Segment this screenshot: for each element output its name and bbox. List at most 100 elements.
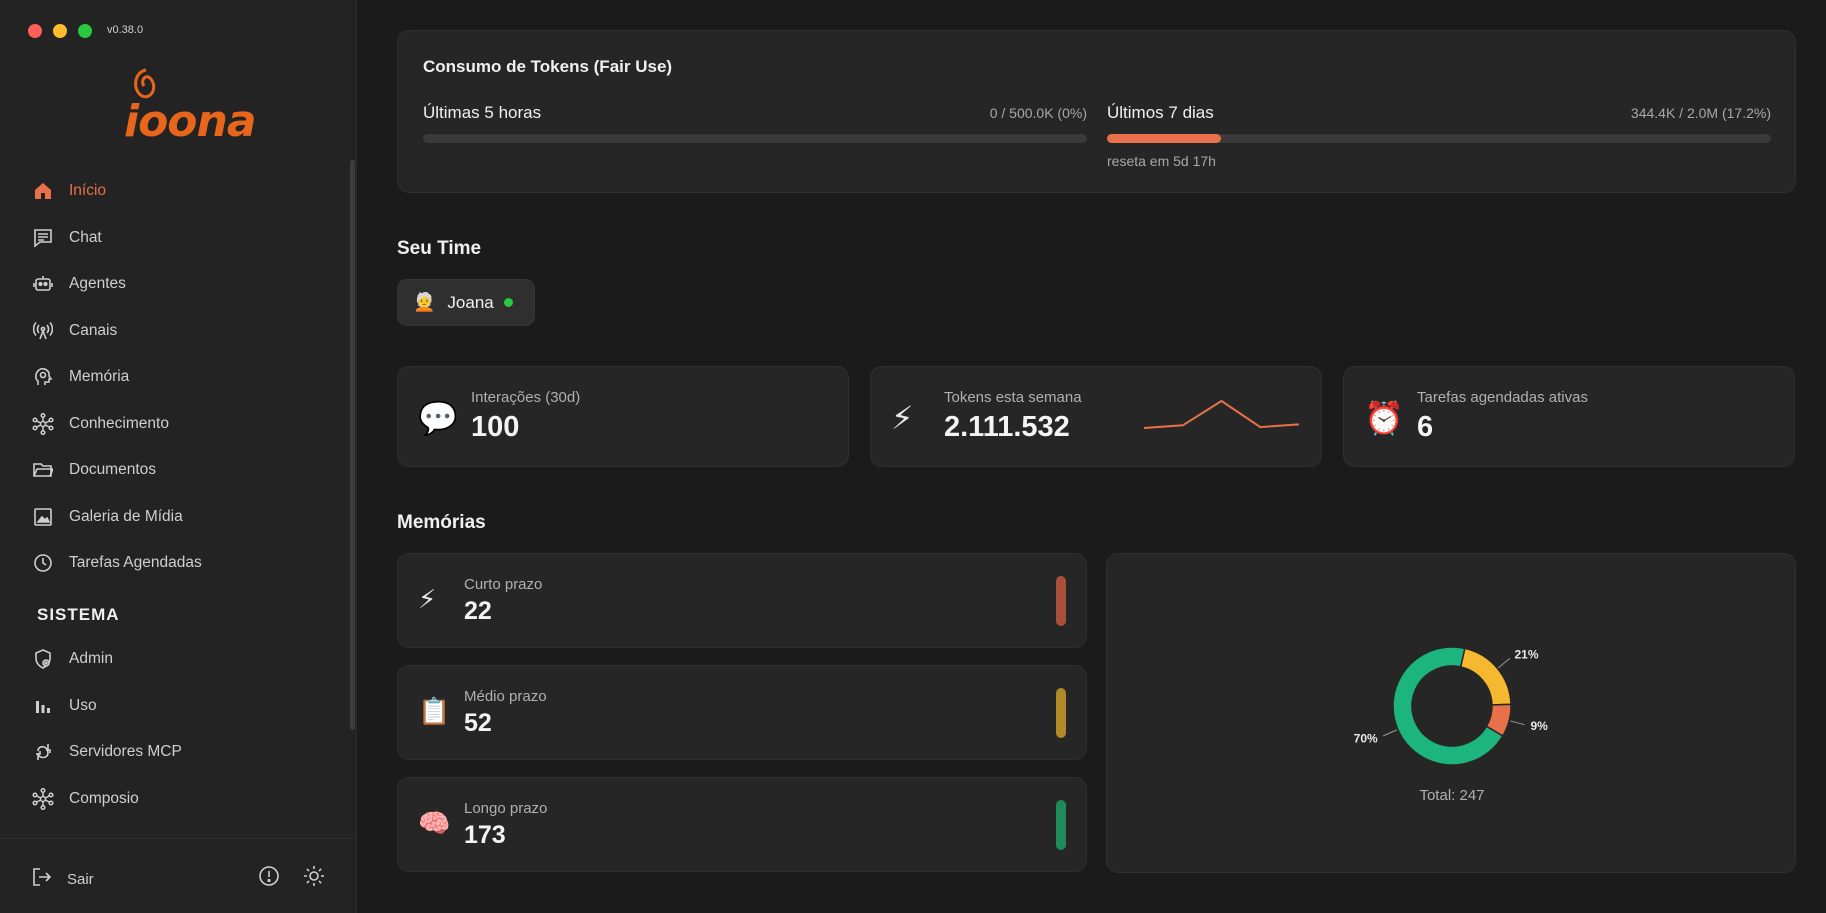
sidebar-item-label: Tarefas Agendadas	[69, 554, 202, 572]
memory-card-short: ⚡ Curto prazo 22	[397, 553, 1087, 648]
close-window-button[interactable]	[28, 24, 42, 38]
donut-percent-label: 21%	[1515, 647, 1539, 661]
ioona-logo: ioona	[118, 66, 257, 147]
stat-label: Interações (30d)	[471, 389, 581, 406]
member-name: Joana	[447, 292, 494, 312]
memory-donut-chart: 70% 21% 9%	[1354, 646, 1548, 766]
donut-leader-line	[1383, 729, 1398, 737]
logout-icon	[32, 867, 52, 891]
token-usage-card: Consumo de Tokens (Fair Use) Últimas 5 h…	[397, 30, 1796, 193]
memory-card-medium: 📋 Médio prazo 52	[397, 665, 1087, 760]
memory-label: Longo prazo	[464, 800, 548, 817]
main-nav: Início Chat Agentes Canais Memória	[0, 168, 340, 587]
sidebar-item-uso[interactable]: Uso	[0, 683, 340, 730]
tokens-sparkline	[1144, 399, 1300, 429]
maximize-window-button[interactable]	[78, 24, 92, 38]
memory-donut-card: 70% 21% 9% Total: 247	[1106, 553, 1796, 873]
sidebar-item-admin[interactable]: Admin	[0, 636, 340, 683]
usage-7d-reset: reseta em 5d 17h	[1107, 153, 1216, 169]
memory-color-pill	[1056, 688, 1066, 738]
stat-label: Tokens esta semana	[944, 389, 1082, 406]
usage-7d-bar-fill	[1107, 134, 1222, 143]
logout-label: Sair	[67, 870, 94, 888]
sidebar-item-memoria[interactable]: Memória	[0, 354, 340, 401]
sidebar-item-tarefas[interactable]: Tarefas Agendadas	[0, 540, 340, 587]
sidebar-item-label: Uso	[69, 696, 97, 714]
sidebar-item-chat[interactable]: Chat	[0, 215, 340, 262]
usage-7d-value: 344.4K / 2.0M (17.2%)	[1630, 105, 1771, 121]
sidebar-scrollbar[interactable]	[350, 160, 355, 730]
memory-color-pill	[1056, 800, 1066, 850]
stat-label: Tarefas agendadas ativas	[1417, 389, 1588, 406]
usage-7d-label: Últimos 7 dias	[1107, 103, 1214, 122]
info-alert-icon[interactable]	[258, 865, 282, 889]
sidebar-item-canais[interactable]: Canais	[0, 308, 340, 355]
donut-slice-long[interactable]	[1392, 646, 1504, 766]
stat-card-tokens: ⚡ Tokens esta semana 2.111.532	[870, 366, 1322, 467]
window-controls	[28, 24, 92, 38]
sidebar-item-label: Início	[69, 182, 107, 200]
donut-percent-label: 70%	[1354, 731, 1378, 745]
usage-7d: Últimos 7 dias 344.4K / 2.0M (17.2%) res…	[1107, 103, 1771, 169]
system-nav: Admin Uso Servidores MCP Composio	[0, 636, 340, 822]
sidebar-item-label: Admin	[69, 650, 113, 668]
alarm-clock-icon: ⏰	[1364, 400, 1404, 436]
sidebar-item-label: Memória	[69, 368, 130, 386]
stat-value: 100	[471, 411, 520, 443]
sidebar-item-label: Servidores MCP	[69, 743, 182, 761]
donut-leader-line	[1497, 657, 1511, 669]
network-icon	[32, 412, 54, 435]
usage-5h-bar	[423, 134, 1087, 143]
lightning-icon: ⚡	[891, 400, 914, 436]
brain-head-icon	[32, 366, 54, 388]
sidebar-item-label: Documentos	[69, 461, 157, 479]
memory-color-pill	[1056, 576, 1066, 626]
sidebar-item-label: Conhecimento	[69, 414, 169, 432]
robot-icon	[32, 273, 54, 295]
memories-title: Memórias	[397, 512, 486, 533]
stat-value: 2.111.532	[944, 411, 1070, 443]
sidebar-footer: Sair	[0, 838, 356, 913]
sidebar-item-label: Chat	[69, 228, 102, 246]
usage-5h-label: Últimas 5 horas	[423, 103, 542, 122]
lightning-icon: ⚡	[418, 584, 437, 614]
folder-icon	[32, 459, 54, 481]
memory-value: 173	[464, 821, 506, 849]
chat-icon	[32, 227, 54, 249]
minimize-window-button[interactable]	[53, 24, 67, 38]
sidebar: v0.38.0 ioona Início Chat Agentes	[0, 0, 357, 913]
sidebar-item-inicio[interactable]: Início	[0, 168, 340, 215]
team-title: Seu Time	[397, 238, 482, 259]
bar-chart-icon	[32, 695, 54, 717]
theme-toggle-icon[interactable]	[303, 865, 327, 889]
sidebar-item-galeria[interactable]: Galeria de Mídia	[0, 494, 340, 541]
memory-card-long: 🧠 Longo prazo 173	[397, 777, 1087, 872]
donut-slice-short[interactable]	[1485, 703, 1512, 737]
clock-icon	[32, 552, 54, 574]
sidebar-item-label: Canais	[69, 321, 118, 339]
sidebar-item-label: Composio	[69, 789, 139, 807]
home-icon	[32, 180, 54, 202]
sidebar-item-servidores-mcp[interactable]: Servidores MCP	[0, 729, 340, 776]
sidebar-item-label: Agentes	[69, 275, 126, 293]
brain-icon: 🧠	[418, 808, 451, 838]
memory-label: Curto prazo	[464, 576, 543, 593]
usage-7d-bar	[1107, 134, 1771, 143]
memory-label: Médio prazo	[464, 688, 547, 705]
sidebar-item-composio[interactable]: Composio	[0, 776, 340, 823]
section-label-sistema: SISTEMA	[37, 605, 120, 624]
stat-card-scheduled: ⏰ Tarefas agendadas ativas 6	[1343, 366, 1795, 467]
memory-value: 22	[464, 597, 492, 625]
sidebar-item-conhecimento[interactable]: Conhecimento	[0, 401, 340, 448]
sidebar-item-documentos[interactable]: Documentos	[0, 447, 340, 494]
logout-button[interactable]: Sair	[32, 867, 94, 891]
sparkline-series	[1144, 399, 1300, 429]
app-version: v0.38.0	[107, 24, 144, 36]
donut-percent-label: 9%	[1530, 719, 1548, 733]
sidebar-item-agentes[interactable]: Agentes	[0, 261, 340, 308]
usage-5h-value: 0 / 500.0K (0%)	[989, 105, 1087, 121]
donut-slice-medium[interactable]	[1459, 647, 1512, 706]
network-icon	[32, 787, 54, 810]
team-member-chip[interactable]: 🧑‍🦳 Joana	[397, 279, 535, 326]
antenna-icon	[32, 320, 54, 342]
